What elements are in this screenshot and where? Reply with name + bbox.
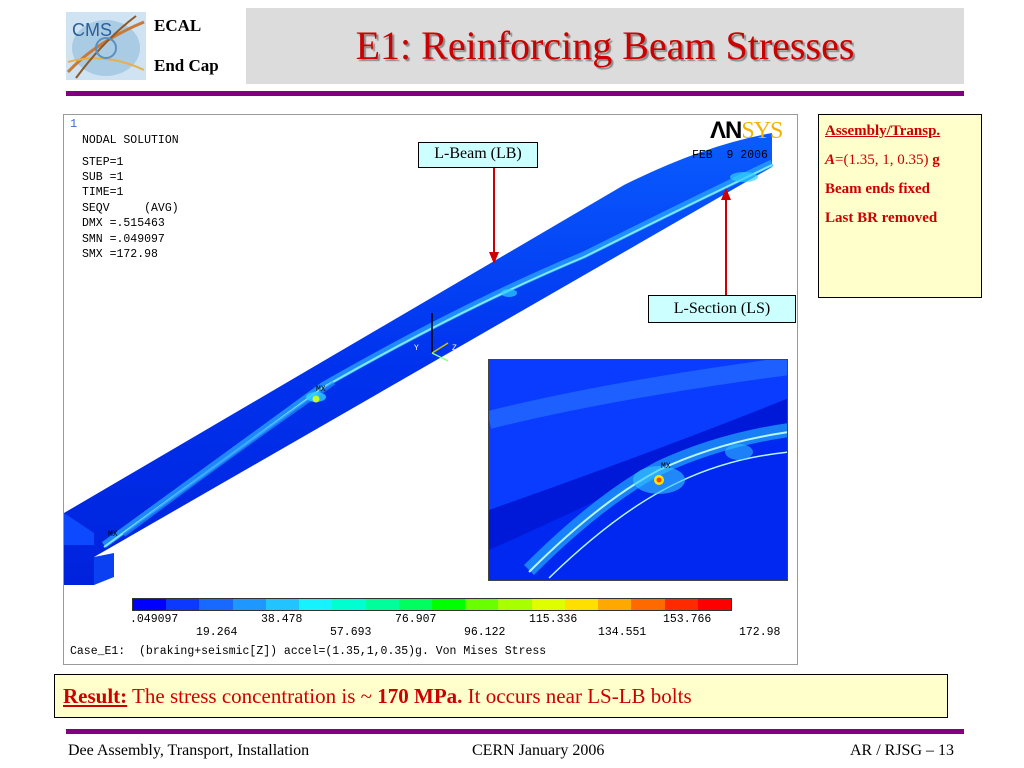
legend-swatch: [431, 599, 466, 610]
cms-logo: CMS: [66, 12, 146, 80]
acceleration-unit: g: [928, 152, 940, 168]
zoom-render: [489, 360, 787, 580]
result-text: The stress concentration is ~: [127, 684, 378, 708]
readout-line: STEP=1: [82, 156, 124, 169]
ecal-label: ECAL: [154, 16, 202, 35]
legend-swatch: [265, 599, 300, 610]
bottom-divider: [66, 729, 964, 734]
result-text-end: It occurs near LS-LB bolts: [462, 684, 692, 708]
legend-swatch: [199, 599, 233, 610]
legend-swatch: [664, 599, 698, 610]
stress-color-legend: [132, 598, 732, 611]
legend-swatch: [365, 599, 399, 610]
legend-tick-bottom: 172.98: [739, 626, 781, 639]
legend-swatch: [697, 599, 731, 610]
beam-render: [64, 133, 774, 585]
svg-text:CMS: CMS: [72, 20, 112, 40]
assembly-heading: Assembly/Transp.: [825, 123, 941, 139]
readout-line: SMX =172.98: [82, 248, 158, 261]
figure-caption: Case_E1: (braking+seismic[Z]) accel=(1.3…: [70, 645, 547, 658]
br-removed-note: Last BR removed: [825, 210, 938, 226]
legend-swatch: [564, 599, 599, 610]
acceleration-value: (1.35, 1, 0.35): [843, 152, 929, 168]
result-box: Result: The stress concentration is ~ 17…: [54, 674, 948, 718]
legend-swatch: [133, 599, 167, 610]
readout-line: SUB =1: [82, 171, 124, 184]
acceleration-equals: =: [835, 152, 844, 168]
ansys-logo: ΛNSYS: [710, 117, 783, 145]
header-logo-block: CMS ECAL End Cap: [62, 8, 238, 84]
l-section-callout: L-Section (LS): [648, 295, 796, 323]
beam-ends-note: Beam ends fixed: [825, 181, 930, 197]
window-number: 1: [70, 117, 78, 131]
figure-date: FEB 9 2006: [692, 149, 768, 162]
legend-swatch: [166, 599, 200, 610]
ansys-logo-sys: SYS: [741, 118, 783, 144]
legend-tick-top: 76.907: [395, 613, 437, 626]
legend-swatch: [531, 599, 565, 610]
legend-swatch: [631, 599, 665, 610]
axis-y-label: Y: [414, 344, 419, 353]
footer-center: CERN January 2006: [472, 742, 605, 759]
legend-swatch: [232, 599, 266, 610]
slide-title: E1: Reinforcing Beam Stresses: [355, 23, 855, 68]
result-heading: Result:: [63, 684, 128, 708]
result-value: 170 MPa.: [377, 684, 463, 708]
legend-tick-bottom: 57.693: [330, 626, 372, 639]
legend-swatch: [598, 599, 632, 610]
legend-tick-bottom: 96.122: [464, 626, 506, 639]
legend-swatch: [498, 599, 532, 610]
legend-tick-top: .049097: [130, 613, 179, 626]
l-beam-callout: L-Beam (LB): [418, 142, 538, 168]
ansys-logo-an: ΛN: [710, 117, 742, 144]
readout-line: DMX =.515463: [82, 217, 165, 230]
legend-tick-bottom: 134.551: [598, 626, 647, 639]
legend-tick-top: 38.478: [261, 613, 303, 626]
endcap-label: End Cap: [154, 56, 219, 75]
readout-line: SMN =.049097: [82, 233, 165, 246]
acceleration-symbol: A: [825, 152, 836, 168]
legend-tick-top: 153.766: [663, 613, 712, 626]
ansys-figure: 1 NODAL SOLUTION STEP=1 SUB =1 TIME=1 SE…: [63, 114, 798, 665]
acceleration-line: A=(1.35, 1, 0.35) g: [825, 152, 975, 169]
legend-swatch: [332, 599, 366, 610]
legend-swatch: [299, 599, 333, 610]
beam-end-label: MX: [108, 530, 118, 539]
axis-z-label: Z: [452, 344, 457, 353]
title-band: E1: Reinforcing Beam Stresses: [246, 8, 964, 84]
footer-right: AR / RJSG – 13: [849, 742, 954, 759]
readout-line: SEQV (AVG): [82, 202, 179, 215]
readout-line: NODAL SOLUTION: [82, 134, 179, 147]
max-marker-label: MX: [316, 385, 326, 394]
legend-tick-bottom: 19.264: [196, 626, 238, 639]
readout-line: TIME=1: [82, 186, 124, 199]
zoom-inset: MX: [488, 359, 788, 581]
legend-swatch: [398, 599, 432, 610]
assembly-info-box: Assembly/Transp. A=(1.35, 1, 0.35) g Bea…: [818, 114, 982, 298]
zoom-max-marker-label: MX: [661, 462, 671, 471]
legend-tick-top: 115.336: [529, 613, 578, 626]
legend-swatch: [465, 599, 499, 610]
footer-left: Dee Assembly, Transport, Installation: [68, 742, 310, 759]
top-divider: [66, 91, 964, 96]
